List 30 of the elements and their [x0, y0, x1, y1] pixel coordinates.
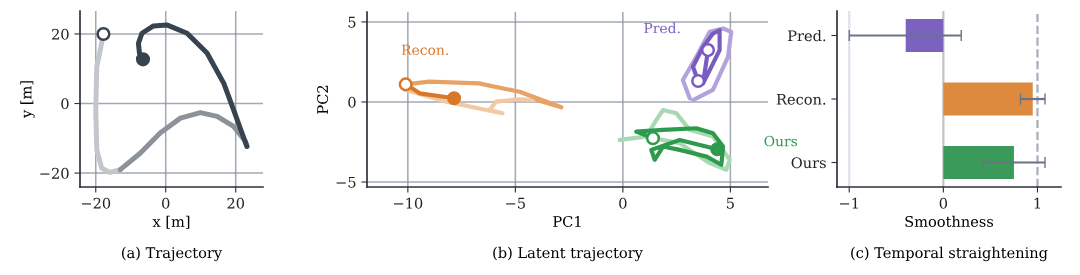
x-tick-label: −1 — [840, 197, 858, 209]
text: (b) Latent trajectory — [493, 246, 643, 262]
y-axis-title: y [m] — [20, 81, 35, 119]
y-tick-label: 0 — [61, 98, 69, 110]
x-tick-label: 0 — [619, 197, 627, 209]
series-label: Recon. — [401, 44, 448, 56]
text: Ours — [764, 135, 798, 147]
y-tick-label: Ours — [791, 157, 826, 169]
y-tick-label: Recon. — [776, 93, 826, 105]
y-tick-label: −5 — [336, 176, 356, 188]
x-axis-title: Smoothness — [905, 215, 994, 227]
x-axis-title: x [m] — [152, 215, 190, 229]
y-tick-label: 20 — [52, 28, 69, 40]
y-tick-label: 0 — [348, 96, 356, 108]
x-tick-label: 1 — [1034, 197, 1041, 209]
x-tick-label: −10 — [394, 197, 423, 209]
text: (a) Trajectory — [122, 246, 223, 262]
x-tick-label: −5 — [506, 197, 525, 209]
y-tick-label: −20 — [40, 167, 69, 179]
x-tick-label: 20 — [227, 197, 245, 209]
x-tick-label: −20 — [81, 197, 111, 209]
series-label: Pred. — [644, 22, 680, 34]
y-axis-title: PC2 — [317, 85, 329, 114]
x-tick-label: 0 — [162, 197, 170, 209]
x-axis-title: PC1 — [553, 215, 581, 227]
y-tick-label: Pred. — [788, 29, 826, 42]
x-tick-label: 0 — [939, 197, 948, 209]
y-tick-label: 5 — [348, 16, 356, 28]
text: (c) Temporal straightening — [851, 246, 1048, 262]
x-tick-label: 5 — [726, 197, 734, 209]
